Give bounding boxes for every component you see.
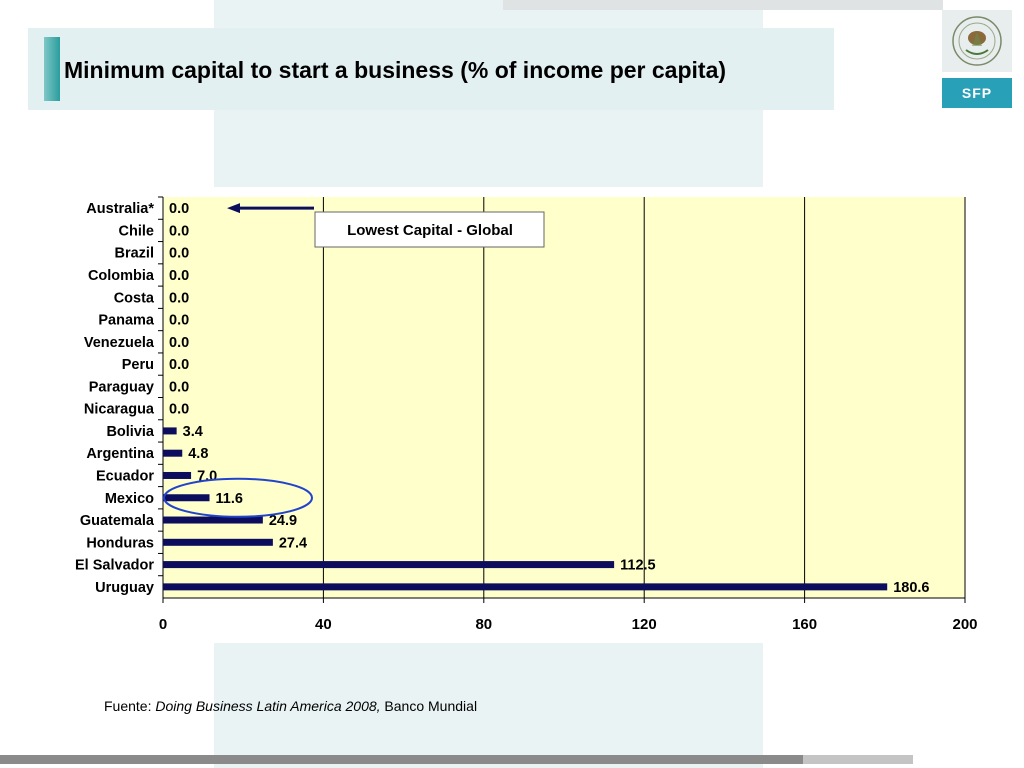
- x-tick-label: 160: [792, 616, 817, 633]
- category-label: Australia*: [86, 201, 154, 217]
- slide-title: Minimum capital to start a business (% o…: [64, 57, 727, 83]
- category-label: Peru: [122, 357, 154, 373]
- x-tick-label: 0: [159, 616, 167, 633]
- category-label: Bolivia: [106, 424, 154, 440]
- plot-area: [163, 197, 965, 598]
- logo-text: SFP: [942, 78, 1012, 108]
- x-tick-label: 120: [632, 616, 657, 633]
- sfp-logo: SFP: [942, 10, 1012, 108]
- data-label: 27.4: [279, 535, 307, 551]
- annotation-text: Lowest Capital - Global: [347, 222, 513, 239]
- top-decorative-bar: [503, 0, 943, 10]
- category-label: Mexico: [105, 491, 154, 507]
- data-label: 112.5: [620, 558, 656, 574]
- x-tick-label: 80: [475, 616, 492, 633]
- bar: [163, 516, 263, 524]
- category-label: Colombia: [88, 268, 155, 284]
- bar: [163, 583, 888, 591]
- bar: [163, 449, 183, 457]
- category-label: Costa: [114, 290, 155, 306]
- bar: [163, 561, 615, 569]
- data-label: 3.4: [183, 424, 203, 440]
- x-tick-label: 200: [952, 616, 977, 633]
- x-tick-label: 40: [315, 616, 332, 633]
- data-label: 0.0: [169, 223, 189, 239]
- bar: [163, 427, 177, 435]
- title-band: [28, 28, 834, 110]
- category-label: Guatemala: [80, 513, 155, 529]
- category-label: El Salvador: [75, 558, 154, 574]
- category-label: Panama: [98, 313, 155, 329]
- annotation-box: [314, 211, 545, 248]
- data-label: 0.0: [169, 335, 189, 351]
- data-label: 0.0: [169, 402, 189, 418]
- data-label: 180.6: [893, 580, 929, 596]
- category-label: Chile: [119, 223, 154, 239]
- bar: [163, 471, 192, 479]
- data-label: 0.0: [169, 357, 189, 373]
- source-suffix: Banco Mundial: [380, 698, 478, 714]
- category-label: Argentina: [86, 446, 155, 462]
- data-label: 0.0: [169, 268, 189, 284]
- data-label: 0.0: [169, 313, 189, 329]
- source-prefix: Fuente:: [104, 698, 156, 714]
- category-label: Brazil: [115, 246, 155, 262]
- category-label: Nicaragua: [84, 402, 155, 418]
- category-label: Ecuador: [96, 468, 154, 484]
- category-label: Paraguay: [89, 379, 154, 395]
- bottom-decorative-bar: [0, 755, 803, 764]
- data-label: 0.0: [169, 246, 189, 262]
- category-label: Venezuela: [84, 335, 155, 351]
- bar: [163, 494, 210, 502]
- data-label: 0.0: [169, 379, 189, 395]
- data-label: 24.9: [269, 513, 297, 529]
- mexican-coat-of-arms-icon: [942, 10, 1012, 72]
- highlight-ellipse: [163, 477, 313, 518]
- bar: [163, 538, 273, 546]
- data-label: 11.6: [216, 491, 243, 507]
- data-label: 0.0: [169, 201, 189, 217]
- title-accent-bar: [44, 37, 60, 101]
- annotation-arrowhead: [227, 203, 240, 214]
- category-label: Honduras: [86, 535, 154, 551]
- data-label: 0.0: [169, 290, 189, 306]
- data-label: 4.8: [188, 446, 208, 462]
- background-panel-bottom: [214, 643, 763, 768]
- source-publication: Doing Business Latin America 2008,: [155, 698, 381, 714]
- bottom-decorative-bar-end: [803, 755, 913, 764]
- source-note: Fuente: Doing Business Latin America 200…: [104, 698, 477, 714]
- category-label: Uruguay: [95, 580, 154, 596]
